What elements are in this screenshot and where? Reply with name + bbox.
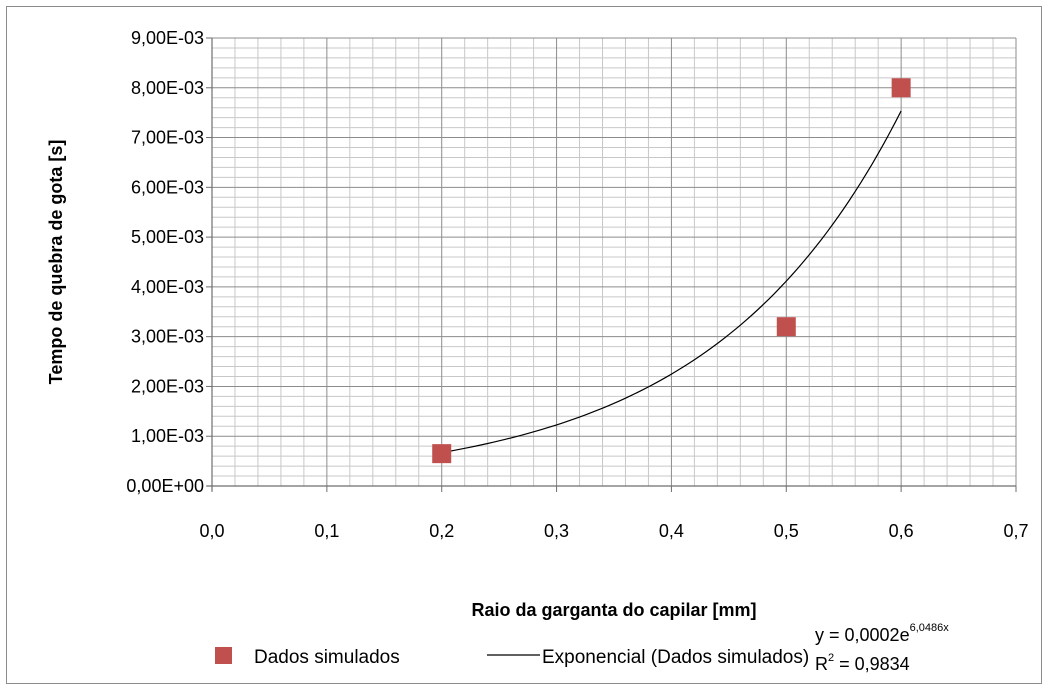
x-tick-label: 0,6 [889, 521, 914, 541]
chart-frame [6, 6, 1042, 684]
x-tick-label: 0,2 [429, 521, 454, 541]
grid-major [211, 37, 1017, 487]
data-points [432, 78, 911, 464]
x-tick-label: 0,4 [659, 521, 684, 541]
x-tick-label: 0,0 [199, 521, 224, 541]
data-point [776, 317, 796, 337]
x-tick-label: 0,3 [544, 521, 569, 541]
y-tick-label: 8,00E-03 [131, 78, 204, 98]
data-point [891, 78, 911, 98]
r2-sup: 2 [828, 652, 834, 664]
trendline [441, 110, 902, 454]
trendline-exponencial [441, 110, 902, 454]
y-tick-label: 6,00E-03 [131, 177, 204, 197]
x-tick-label: 0,1 [314, 521, 339, 541]
trendline-equation: y = 0,0002e6,0486x [815, 622, 949, 645]
legend: Dados simulados Exponencial (Dados simul… [215, 647, 809, 668]
x-tick-label: 0,5 [774, 521, 799, 541]
legend-marker-dados-simulados [215, 647, 232, 664]
y-tick-label: 2,00E-03 [131, 376, 204, 396]
y-tick-labels: 0,00E+00 1,00E-03 2,00E-03 3,00E-03 4,00E-03… [126, 28, 204, 496]
data-point [432, 444, 452, 464]
grid-minor [212, 38, 1016, 486]
y-tick-label: 5,00E-03 [131, 227, 204, 247]
r-squared: R2 = 0,9834 [815, 652, 910, 674]
y-tick-label: 4,00E-03 [131, 277, 204, 297]
legend-label-exponencial: Exponencial (Dados simulados) [542, 647, 809, 668]
r2-prefix: R [815, 654, 828, 674]
y-axis-title: Tempo de quebra de gota [s] [46, 140, 66, 385]
x-axis-title: Raio da garganta do capilar [mm] [471, 600, 756, 620]
y-tick-label: 9,00E-03 [131, 28, 204, 48]
equation-exponent: 6,0486x [910, 622, 950, 634]
x-tick-labels: 0,0 0,1 0,2 0,3 0,4 0,5 0,6 0,7 [199, 521, 1028, 541]
x-tick-label: 0,7 [1003, 521, 1028, 541]
r2-value: = 0,9834 [834, 654, 910, 674]
axes [206, 37, 1017, 492]
legend-label-dados-simulados: Dados simulados [254, 647, 400, 668]
equation-prefix: y = 0,0002e [815, 625, 910, 645]
y-tick-label: 7,00E-03 [131, 128, 204, 148]
y-tick-label: 0,00E+00 [126, 476, 204, 496]
y-tick-label: 3,00E-03 [131, 327, 204, 347]
y-tick-label: 1,00E-03 [131, 426, 204, 446]
